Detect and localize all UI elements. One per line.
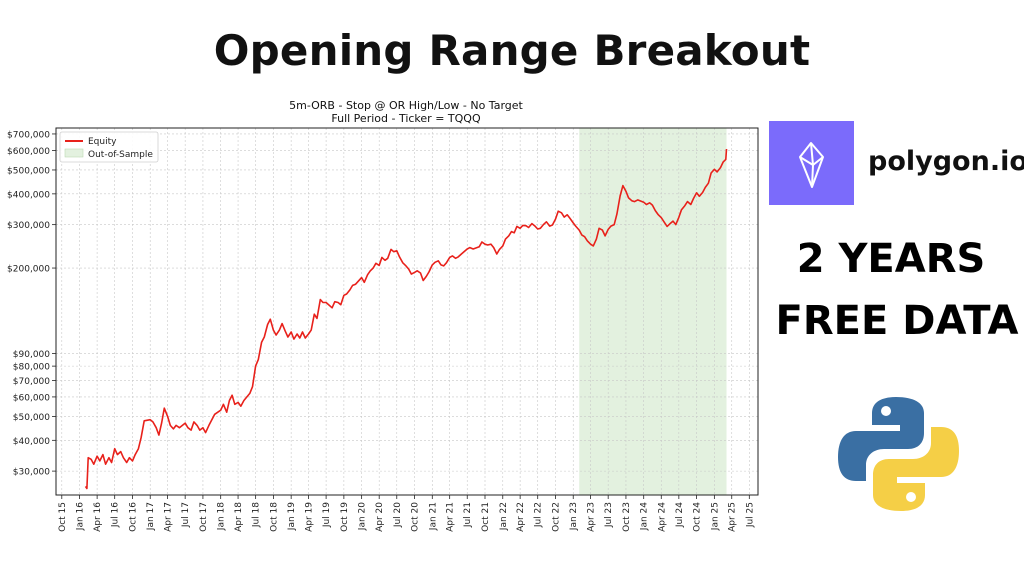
x-tick-label: Apr 21 [446,502,456,532]
promo-line-1: 2 YEARS [796,236,986,282]
legend-label-equity: Equity [88,137,117,147]
y-tick-label: $50,000 [13,413,50,423]
equity-series-line [84,148,728,490]
python-logo-icon [838,397,959,511]
out-of-sample-region [579,128,727,495]
x-tick-label: Jul 20 [393,502,403,528]
x-tick-label: Oct 15 [58,502,68,532]
y-tick-label: $90,000 [13,350,50,360]
x-tick-label: Oct 21 [481,502,491,532]
x-tick-label: Oct 16 [128,502,138,532]
y-tick-label: $70,000 [13,377,50,387]
x-tick-label: Jul 18 [252,502,262,528]
x-tick-label: Oct 20 [411,502,421,532]
chart-subtitle: Full Period - Ticker = TQQQ [331,112,481,125]
python-snake-blue [838,397,924,481]
y-tick-label: $80,000 [13,363,50,373]
x-tick-label: Jan 24 [640,502,650,531]
x-tick-label: Jul 17 [181,502,191,528]
x-tick-label: Apr 16 [93,502,103,532]
x-tick-label: Apr 18 [234,502,244,532]
x-tick-label: Jan 20 [358,502,368,531]
y-tick-label: $60,000 [13,393,50,403]
y-tick-label: $400,000 [7,190,50,200]
x-tick-label: Jul 21 [463,502,473,528]
x-tick-label: Apr 25 [728,502,738,532]
polygon-logo [769,121,854,205]
x-tick-label: Apr 19 [305,502,315,532]
x-tick-label: Apr 17 [164,502,174,532]
x-tick-label: Jul 22 [534,502,544,528]
legend-box [59,131,159,163]
x-tick-label: Oct 18 [269,502,279,532]
x-tick-label: Jan 25 [710,502,720,531]
x-tick-label: Oct 24 [693,502,703,532]
y-tick-label: $200,000 [7,265,50,275]
x-tick-label: Apr 23 [587,502,597,532]
python-snake-yellow [873,427,959,511]
promo-line-2: FREE DATA [775,298,1019,344]
y-tick-label: $700,000 [7,130,50,140]
y-tick-label: $600,000 [7,147,50,157]
x-tick-label: Oct 19 [340,502,350,532]
x-tick-label: Jan 17 [146,502,156,531]
y-tick-label: $30,000 [13,468,50,478]
x-tick-label: Jan 21 [428,502,438,531]
plot-frame [55,127,759,496]
x-tick-label: Oct 17 [199,502,209,532]
x-tick-label: Jul 23 [604,502,614,528]
y-tick-label: $500,000 [7,166,50,176]
x-tick-label: Jan 16 [76,502,86,531]
x-tick-label: Apr 22 [516,502,526,532]
x-tick-label: Jul 24 [675,502,685,528]
x-tick-label: Apr 24 [657,502,667,532]
page-headline: Opening Range Breakout [213,26,811,75]
x-tick-label: Jan 18 [217,502,227,531]
legend-label-oos: Out-of-Sample [88,150,153,160]
legend-swatch-oos [64,148,84,158]
x-tick-label: Oct 22 [551,502,561,532]
crystal-icon [799,142,824,188]
x-tick-label: Jan 19 [287,502,297,531]
y-tick-label: $300,000 [7,221,50,231]
chart-title: 5m-ORB - Stop @ OR High/Low - No Target [289,99,523,112]
y-tick-label: $40,000 [13,437,50,447]
x-tick-label: Oct 23 [622,502,632,532]
brand-name: polygon.io [868,146,1024,177]
equity-chart: 5m-ORB - Stop @ OR High/Low - No Target … [7,99,759,532]
x-tick-label: Jul 19 [322,502,332,528]
x-tick-label: Jul 16 [111,502,121,528]
x-tick-label: Apr 20 [375,502,385,532]
x-tick-label: Jan 23 [569,502,579,531]
x-tick-label: Jul 25 [745,502,755,528]
x-tick-label: Jan 22 [499,502,509,531]
